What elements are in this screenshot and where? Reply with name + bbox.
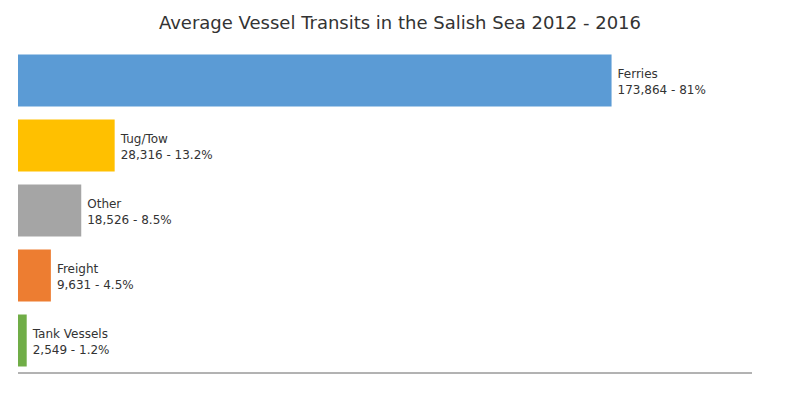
- svg-text:Ferries: Ferries: [618, 67, 658, 81]
- svg-text:173,864 - 81%: 173,864 - 81%: [618, 83, 706, 97]
- svg-text:Other: Other: [87, 197, 121, 211]
- svg-text:28,316 - 13.2%: 28,316 - 13.2%: [121, 148, 213, 162]
- svg-text:2,549 - 1.2%: 2,549 - 1.2%: [33, 343, 110, 357]
- svg-text:Tug/Tow: Tug/Tow: [120, 132, 168, 146]
- svg-text:Tank Vessels: Tank Vessels: [32, 327, 108, 341]
- svg-text:9,631 - 4.5%: 9,631 - 4.5%: [57, 278, 134, 292]
- svg-text:18,526 - 8.5%: 18,526 - 8.5%: [87, 213, 171, 227]
- svg-text:Freight: Freight: [57, 262, 99, 276]
- html-text:Average Vessel Transits in the: Average Vessel Transits in the Salish Se…: [159, 12, 641, 33]
